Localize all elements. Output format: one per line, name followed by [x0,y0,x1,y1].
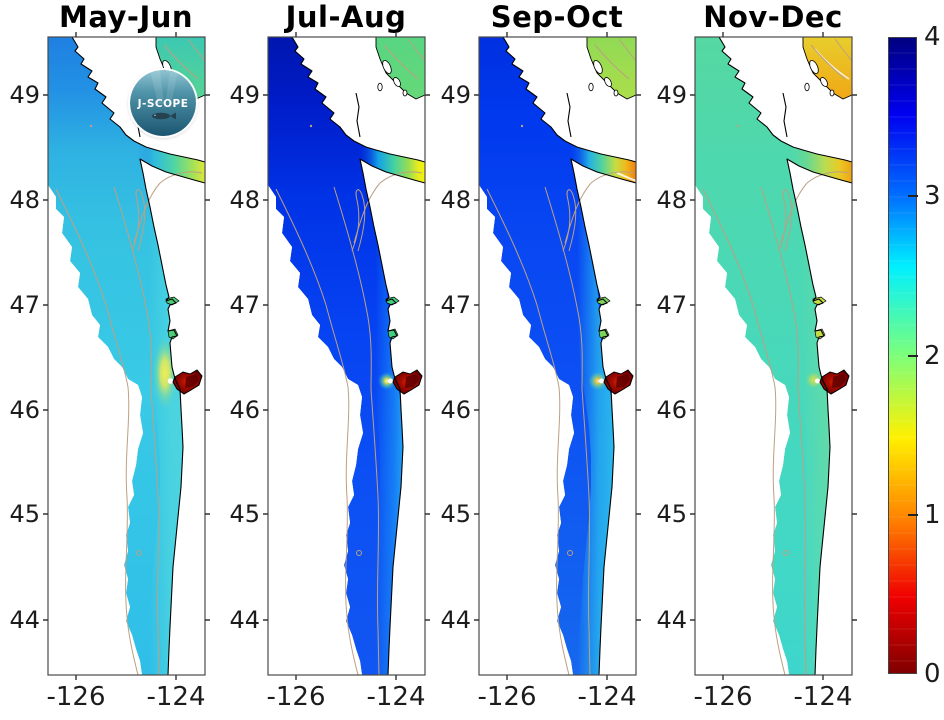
lon-tick-label: -124 [146,682,206,712]
panel-title-jul-aug: Jul-Aug [285,0,407,34]
ocean-data-region [268,37,425,675]
lat-tick-label: 49 [9,81,40,109]
lat-tick-label: 46 [229,396,260,424]
ocean-data-region [48,37,205,675]
colorbar-tick-label: 3 [924,181,941,211]
ocean-data-region [479,37,636,675]
columbia-plume [150,329,180,417]
logo-text: J-SCOPE [137,98,189,110]
colorbar-tick-label: 1 [924,500,941,530]
river-mouth-spot [815,378,820,384]
columbia-plume [586,369,610,393]
lat-tick-label: 47 [229,291,260,319]
lat-tick-label: 46 [440,396,471,424]
lat-tick-label: 47 [440,291,471,319]
lat-tick-label: 44 [440,606,471,634]
lat-tick-label: 46 [9,396,40,424]
lat-tick-label: 45 [229,500,260,528]
lat-tick-label: 44 [229,606,260,634]
lon-tick-label: -126 [266,682,326,712]
colorbar-tick [908,514,918,516]
panel-title-sep-oct: Sep-Oct [490,0,624,34]
river-mouth-spot [388,378,393,384]
river-mouth-spot [599,378,604,384]
map-panel-sep-oct [473,31,642,681]
ocean-data-region [695,37,852,675]
lon-tick-label: -126 [46,682,106,712]
lon-tick-label: -124 [366,682,426,712]
lat-tick-label: 44 [656,606,687,634]
colorbar-tick [908,195,918,197]
lat-tick-label: 48 [229,186,260,214]
lat-tick-label: 49 [440,81,471,109]
lat-tick-label: 47 [656,291,687,319]
lat-tick-label: 49 [656,81,687,109]
logo-background [130,70,196,136]
lat-tick-label: 46 [656,396,687,424]
lon-tick-label: -126 [693,682,753,712]
colorbar-tick-label: 0 [924,659,941,689]
lat-tick-label: 48 [656,186,687,214]
colorbar-tick-label: 4 [924,22,941,52]
colorbar-tick [908,355,918,357]
strait-white-streak [616,172,636,182]
lat-tick-label: 45 [9,500,40,528]
lon-tick-label: -126 [477,682,537,712]
lat-tick-label: 49 [229,81,260,109]
river-mouth-spot [167,378,174,384]
light-ray [166,70,178,100]
fish-icon [152,112,176,120]
panel-title-nov-dec: Nov-Dec [703,0,843,34]
map-panel-nov-dec [689,31,858,681]
light-ray [150,70,164,104]
lat-tick-label: 44 [9,606,40,634]
lat-tick-label: 45 [440,500,471,528]
map-panel-may-jun [42,31,211,681]
lat-tick-label: 45 [656,500,687,528]
lon-tick-label: -124 [793,682,853,712]
lat-tick-label: 48 [440,186,471,214]
map-panel-jul-aug [262,31,431,681]
lon-tick-label: -124 [577,682,637,712]
jscope-logo: J-SCOPE [130,70,196,136]
lat-tick-label: 48 [9,186,40,214]
panel-title-may-jun: May-Jun [58,0,194,34]
lat-tick-label: 47 [9,291,40,319]
columbia-plume [375,369,399,393]
colorbar-tick-label: 2 [924,341,941,371]
